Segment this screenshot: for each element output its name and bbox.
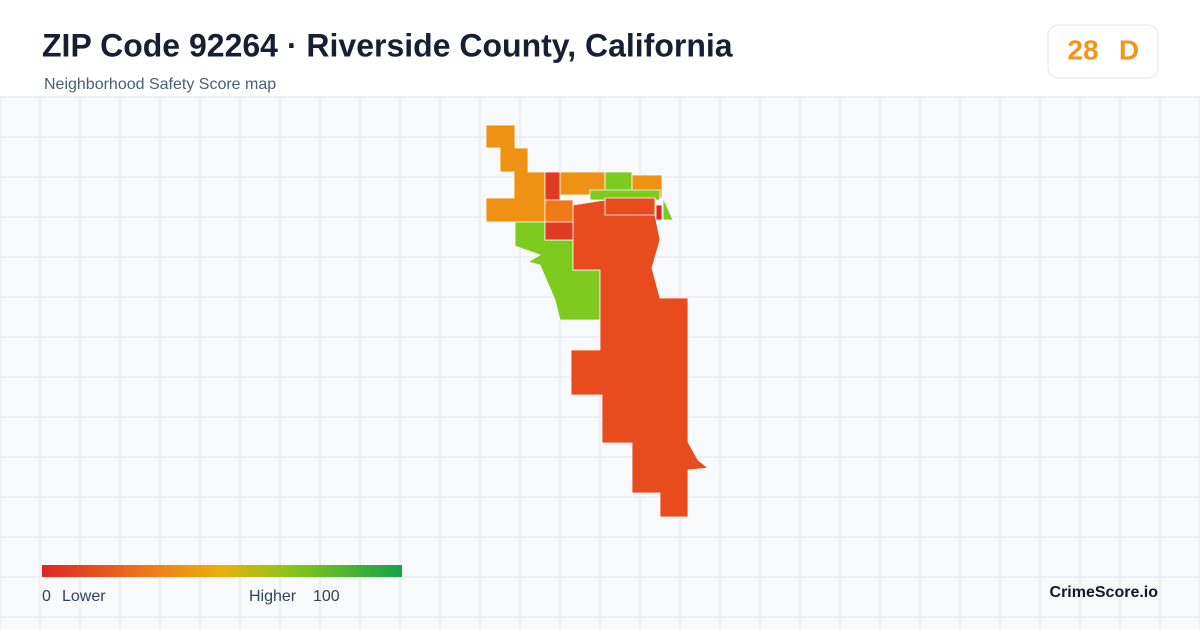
- region: [655, 204, 663, 221]
- region: [544, 221, 574, 241]
- legend-min: 0: [42, 588, 51, 605]
- map: [485, 124, 710, 518]
- region: [604, 197, 656, 216]
- region: [544, 171, 561, 201]
- title: ZIP Code 92264 · Riverside County, Calif…: [42, 27, 733, 63]
- score-box: [1047, 24, 1159, 79]
- score-value: 28: [1067, 34, 1098, 65]
- score-grade: D: [1119, 34, 1139, 65]
- region: [589, 189, 661, 201]
- legend-min-label: Lower: [62, 588, 106, 605]
- header-bg: [0, 0, 1200, 96]
- brand: CrimeScore.io: [1050, 584, 1159, 601]
- region: [544, 199, 574, 226]
- map-grid: [0, 96, 1200, 630]
- region: [570, 199, 710, 518]
- subtitle: Neighborhood Safety Score map: [44, 76, 276, 93]
- legend-bar: [42, 565, 402, 577]
- region: [485, 124, 546, 223]
- legend-max-label: Higher: [249, 588, 297, 605]
- region: [662, 197, 674, 221]
- legend-max: 100: [313, 588, 340, 605]
